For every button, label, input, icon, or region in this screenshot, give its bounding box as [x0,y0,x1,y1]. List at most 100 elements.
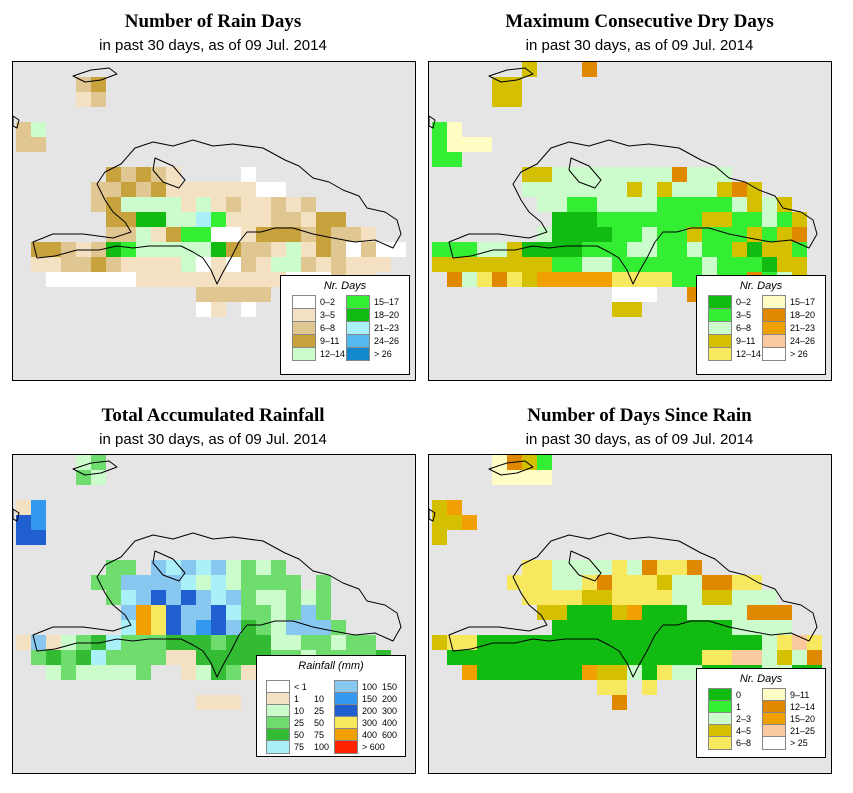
panel-subtitle: in past 30 days, as of 09 Jul. 2014 [525,431,754,448]
grid-cell [181,590,196,605]
grid-cell [627,560,642,575]
grid-cell [567,182,582,197]
grid-cell [672,650,687,665]
panel-title: Total Accumulated Rainfall [101,405,325,426]
grid-cell [642,227,657,242]
grid-cell [61,635,76,650]
grid-cell [627,227,642,242]
grid-cell [582,590,597,605]
grid-cell [567,620,582,635]
grid-cell [241,620,256,635]
legend-hi: 50 [314,718,325,728]
grid-cell [732,605,747,620]
legend-label: 18–20 [374,310,400,320]
grid-cell [537,227,552,242]
grid-cell [642,560,657,575]
legend-title: Nr. Days [739,280,783,292]
grid-cell [657,575,672,590]
grid-cell [522,650,537,665]
grid-cell [136,167,151,182]
grid-cell [537,590,552,605]
legend-swatch [266,728,290,742]
grid-cell [777,227,792,242]
grid-cell [522,272,537,287]
grid-cell [211,272,226,287]
grid-cell [612,695,627,710]
grid-cell [31,122,46,137]
legend-label: 0–2 [736,297,752,307]
grid-cell [121,635,136,650]
grid-cell [627,635,642,650]
grid-cell [627,287,642,302]
grid-cell [331,242,346,257]
grid-cell [762,212,777,227]
grid-cell [642,575,657,590]
grid-cell [271,182,286,197]
legend-swatch [334,692,358,706]
grid-cell [136,650,151,665]
grid-cell [241,590,256,605]
legend-lo: 10 [294,706,305,716]
grid-cell [702,590,717,605]
grid-cell [537,167,552,182]
grid-cell [316,635,331,650]
grid-cell [121,650,136,665]
grid-cell [492,92,507,107]
grid-cell [507,665,522,680]
grid-cell [537,605,552,620]
grid-cell [642,167,657,182]
grid-cell [702,197,717,212]
legend-lo: 300 [362,718,378,728]
grid-cell [702,167,717,182]
grid-cell [612,620,627,635]
grid-cell [166,242,181,257]
grid-cell [241,227,256,242]
grid-cell [627,257,642,272]
grid-cell [166,575,181,590]
grid-cell [136,197,151,212]
legend-label: 9–11 [736,336,756,346]
legend-swatch [762,321,786,335]
legend-label: 4–5 [736,726,752,736]
grid-cell [136,575,151,590]
grid-cell [91,665,106,680]
grid-cell [702,182,717,197]
grid-cell [567,650,582,665]
grid-cell [552,212,567,227]
grid-cell [657,635,672,650]
grid-cell [657,590,672,605]
legend-lo: 1 [294,694,300,704]
grid-cell [61,650,76,665]
grid-cell [582,560,597,575]
grid-cell [582,620,597,635]
grid-cell [492,470,507,485]
grid-cell [777,197,792,212]
grid-cell [196,242,211,257]
grid-cell [316,590,331,605]
grid-cell [226,287,241,302]
legend-label: 21–23 [790,323,816,333]
grid-cell [121,575,136,590]
grid-cell [657,197,672,212]
grid-cell [762,590,777,605]
panel-subtitle: in past 30 days, as of 09 Jul. 2014 [99,37,327,54]
legend-label: 1 [736,702,742,712]
grid-cell [747,590,762,605]
grid-cell [522,665,537,680]
grid-cell [181,257,196,272]
grid-cell [687,227,702,242]
grid-cell [211,605,226,620]
grid-cell [762,635,777,650]
legend-swatch [762,700,786,714]
legend-label: 12–14 [320,349,346,359]
grid-cell [597,272,612,287]
legend-label: 9–11 [790,690,810,700]
grid-cell [657,560,672,575]
grid-cell [136,182,151,197]
grid-cell [31,242,46,257]
grid-cell [166,167,181,182]
grid-cell [256,620,271,635]
panel-total-rainfall: Total Accumulated Rainfall in past 30 da… [0,396,426,793]
grid-cell [447,152,462,167]
grid-cell [582,212,597,227]
